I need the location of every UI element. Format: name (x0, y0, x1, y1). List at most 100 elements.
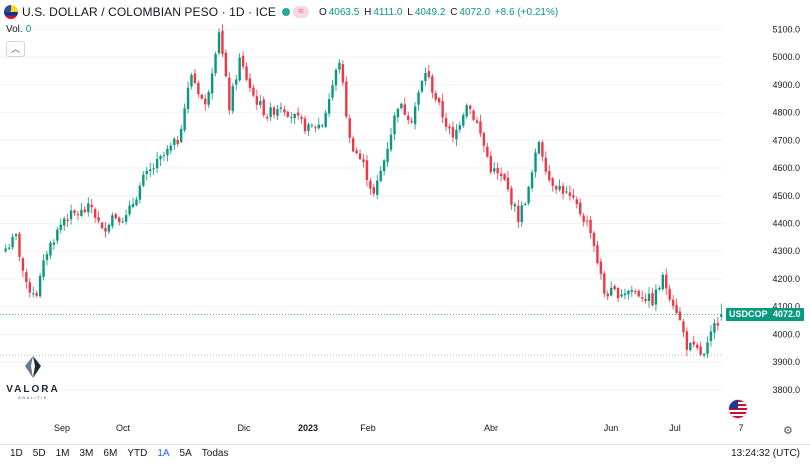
candle-body (503, 174, 506, 180)
candle-body (111, 215, 114, 227)
candle-body (131, 203, 135, 208)
candle (210, 68, 214, 100)
candle (279, 102, 283, 113)
candle-body (431, 76, 434, 93)
candle-body (499, 173, 503, 176)
range-button-6m[interactable]: 6M (103, 448, 118, 459)
candle (671, 294, 675, 310)
candle-body (455, 129, 458, 140)
candle-body (596, 245, 599, 264)
candle (135, 196, 138, 207)
candle (585, 215, 589, 227)
candle-body (283, 109, 286, 113)
candle-body (386, 148, 389, 163)
candle-body (307, 124, 310, 131)
candle (25, 268, 28, 289)
candle-body (637, 290, 640, 297)
candle (389, 128, 393, 153)
candle-body (489, 156, 492, 173)
candle-body (97, 217, 100, 222)
candle-body (28, 282, 32, 293)
range-button-5d[interactable]: 5D (32, 448, 46, 459)
candle (214, 51, 217, 77)
candle (434, 90, 437, 103)
price-chart[interactable]: 3800.0 3900.0 4000.0 4100.0 4200.0 4300.0 4400… (0, 0, 810, 444)
candle-body (186, 87, 190, 110)
candle-body (496, 167, 499, 174)
candle-body (393, 115, 396, 135)
range-button-3m[interactable]: 3M (79, 448, 94, 459)
candle (145, 166, 148, 181)
candle-body (25, 272, 28, 283)
us-flag-icon[interactable] (728, 399, 748, 419)
candle-body (293, 113, 296, 119)
range-button-todas[interactable]: Todas (201, 448, 229, 459)
candle-body (417, 92, 420, 105)
candle-body (210, 73, 214, 94)
candle (121, 218, 124, 224)
candles (0, 24, 723, 359)
gear-icon[interactable]: ⚙ (783, 425, 793, 437)
candle-body (510, 188, 513, 205)
candle (327, 93, 331, 118)
candle-body (69, 210, 73, 220)
candle-body (634, 291, 637, 293)
candle (11, 233, 14, 250)
candle (66, 213, 69, 227)
candle-body (530, 172, 534, 189)
time-axis: Sep Oct Dic 2023 Feb Abr Jun Jul 7 (54, 423, 744, 433)
candle (93, 207, 97, 223)
candle (21, 257, 25, 278)
candle (499, 167, 503, 182)
candle (689, 341, 692, 352)
logo-subtitle: ANALITIK (18, 395, 48, 400)
candle (62, 216, 66, 231)
candle (300, 114, 303, 124)
candle (321, 123, 324, 129)
candle-body (348, 118, 351, 138)
candle (314, 124, 317, 133)
candle (262, 96, 265, 118)
candle (517, 199, 520, 228)
range-button-1a[interactable]: 1A (157, 448, 170, 459)
compare-icon[interactable]: ≈ (292, 6, 309, 18)
candle-body (169, 145, 173, 151)
candle (296, 107, 300, 120)
candle-body (640, 297, 644, 299)
range-button-ytd[interactable]: YTD (127, 448, 148, 459)
candle-body (235, 79, 238, 85)
candle-body (56, 229, 59, 241)
candle (444, 112, 448, 132)
y-tick-label: 4100.0 (772, 302, 800, 312)
candle-body (699, 346, 702, 355)
candle (307, 122, 310, 136)
candle-body (100, 222, 104, 229)
candle-body (403, 104, 406, 115)
candle-body (324, 112, 327, 127)
logo-name: VALORA (6, 384, 60, 395)
candle-body (166, 148, 169, 156)
candle (138, 182, 142, 204)
candle (431, 73, 434, 99)
range-button-5a[interactable]: 5A (179, 448, 192, 459)
candle (338, 59, 341, 74)
symbol-title: U.S. DOLLAR / COLOMBIAN PESO · 1D · ICE (22, 5, 276, 19)
candle-body (675, 305, 678, 313)
candle-body (314, 127, 317, 129)
candle (334, 67, 338, 91)
collapse-legend-button[interactable]: ︿ (6, 41, 25, 57)
candle (510, 185, 513, 210)
candle-body (338, 62, 341, 70)
candle (720, 303, 723, 321)
candle-body (286, 111, 290, 117)
candle (248, 73, 252, 93)
candle (530, 169, 534, 192)
candle (462, 112, 465, 129)
candle (265, 113, 269, 122)
candle-body (62, 218, 66, 226)
range-button-1d[interactable]: 1D (10, 448, 23, 459)
candle-body (128, 205, 131, 215)
range-button-1m[interactable]: 1M (55, 448, 70, 459)
candle (224, 49, 228, 78)
candle-body (572, 195, 575, 198)
